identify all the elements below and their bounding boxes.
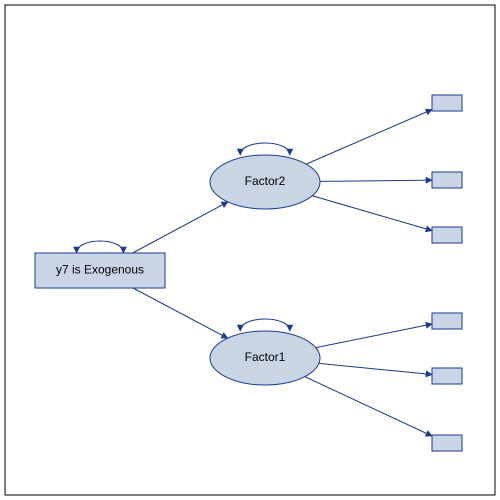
node-shape-ind4: [432, 313, 462, 329]
edge-factor2-ind3: [312, 196, 432, 231]
node-factor1: Factor1: [210, 319, 320, 385]
self-loop-factor1: [240, 319, 290, 331]
node-label-exogenous: y7 is Exogenous: [56, 263, 144, 277]
self-loop-factor2: [240, 143, 290, 155]
node-exogenous: y7 is Exogenous: [35, 241, 165, 288]
node-ind6: [432, 435, 462, 451]
edge-factor2-ind2: [320, 180, 432, 181]
node-shape-ind3: [432, 227, 462, 243]
edge-factor2-ind1: [306, 110, 432, 165]
diagram-frame: [5, 5, 495, 495]
node-shape-ind6: [432, 435, 462, 451]
node-ind5: [432, 368, 462, 384]
node-shape-ind2: [432, 172, 462, 188]
path-diagram: y7 is Exogenous Factor2 Factor1: [0, 0, 500, 500]
node-label-factor2: Factor2: [245, 174, 286, 188]
edge-factor1-ind4: [316, 324, 432, 348]
edge-factor1-ind6: [305, 377, 432, 436]
node-factor2: Factor2: [210, 143, 320, 209]
node-shape-ind5: [432, 368, 462, 384]
edge-factor1-ind5: [319, 363, 432, 374]
node-shape-ind1: [432, 95, 462, 111]
node-ind2: [432, 172, 462, 188]
edge-exogenous-factor2: [133, 202, 228, 253]
node-ind1: [432, 95, 462, 111]
nodes-group: y7 is Exogenous Factor2 Factor1: [35, 95, 462, 451]
self-loop-exogenous: [77, 241, 124, 253]
node-ind3: [432, 227, 462, 243]
node-ind4: [432, 313, 462, 329]
edge-exogenous-factor1: [133, 288, 228, 338]
node-label-factor1: Factor1: [245, 350, 286, 364]
